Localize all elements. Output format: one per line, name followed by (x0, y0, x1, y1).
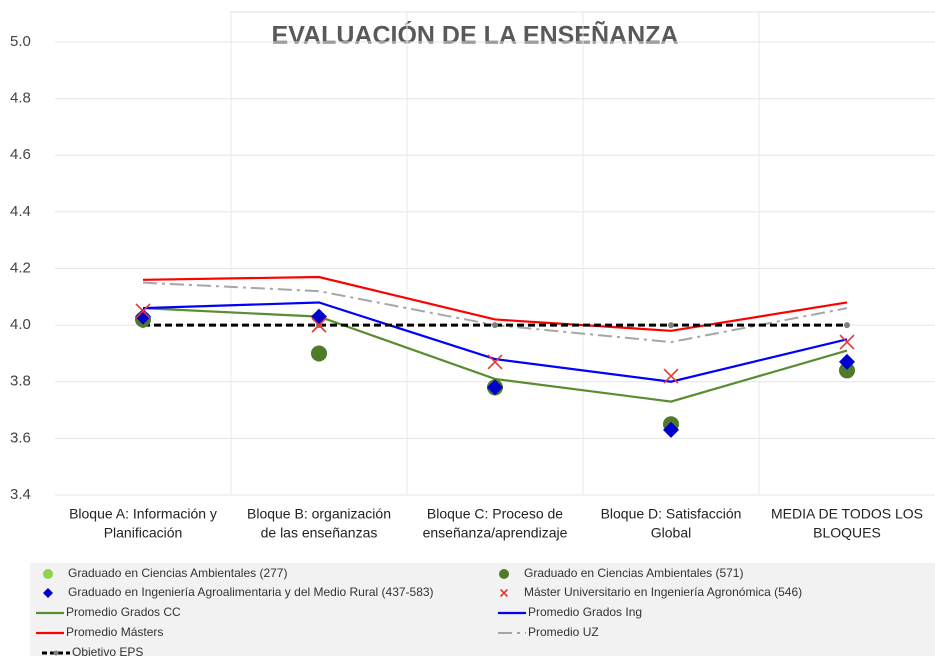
marker-x (663, 368, 679, 384)
marker-diamond (311, 308, 327, 325)
y-tick-label: 3.8 (10, 373, 31, 390)
marker-dot (53, 650, 59, 656)
legend-label: Promedio Grados CC (66, 605, 181, 619)
marker-dot (668, 322, 674, 329)
legend-item: Promedio Másters (36, 625, 163, 639)
legend-item: Promedio Grados Ing (498, 605, 642, 619)
legend-label: Máster Universitario en Ingeniería Agron… (524, 585, 802, 599)
legend-label: Promedio UZ (528, 625, 599, 639)
legend-label: Graduado en Ciencias Ambientales (277) (68, 566, 287, 580)
marker-x (839, 334, 855, 350)
marker-diamond (135, 308, 151, 325)
marker-x (499, 588, 509, 598)
series-line (142, 275, 848, 332)
x-tick-label: Bloque B: organización (247, 506, 391, 522)
x-tick-label: BLOQUES (813, 525, 881, 541)
legend-label: Promedio Másters (66, 625, 163, 639)
x-tick-label: MEDIA DE TODOS LOS (771, 506, 923, 522)
legend-item: Graduado en Ingeniería Agroalimentaria y… (43, 585, 434, 599)
marker-diamond (663, 421, 679, 438)
legend-label: Promedio Grados Ing (528, 605, 642, 619)
series-line (142, 301, 848, 383)
y-tick-label: 4.8 (10, 90, 31, 107)
legend-item: Graduado en Ciencias Ambientales (571) (499, 566, 743, 580)
series-line (142, 307, 848, 403)
y-tick-label: 5.0 (10, 33, 31, 50)
marker-dot (844, 322, 850, 329)
marker-circle (499, 569, 509, 579)
x-tick-label: Planificación (104, 525, 183, 541)
x-tick-label: Global (651, 525, 691, 541)
legend-item: Máster Universitario en Ingeniería Agron… (499, 585, 802, 599)
marker-x (135, 303, 151, 319)
legend-item: Graduado en Ciencias Ambientales (277) (43, 566, 287, 580)
y-tick-label: 4.2 (10, 259, 31, 276)
legend-item: Promedio Grados CC (36, 605, 181, 619)
marker-circle (839, 362, 855, 379)
x-tick-label: Bloque A: Información y (69, 506, 217, 522)
y-tick-label: 3.6 (10, 429, 31, 446)
marker-x (487, 354, 503, 370)
x-tick-label: enseñanza/aprendizaje (423, 525, 568, 541)
y-tick-label: 4.4 (10, 203, 31, 220)
marker-circle (311, 345, 327, 362)
marker-diamond (487, 379, 503, 396)
y-tick-label: 3.4 (10, 486, 31, 503)
legend-label: Graduado en Ciencias Ambientales (571) (524, 566, 743, 580)
x-tick-label: de las enseñanzas (261, 525, 378, 541)
legend-label: Graduado en Ingeniería Agroalimentaria y… (68, 585, 434, 599)
chart-title: EVALUACIÓN DE LA ENSEÑANZA (272, 20, 679, 50)
marker-diamond (43, 588, 53, 598)
legend-label: Objetivo EPS (72, 645, 143, 656)
x-tick-label: Bloque D: Satisfacción (601, 506, 742, 522)
marker-dot (492, 322, 498, 329)
x-tick-label: Bloque C: Proceso de (427, 506, 563, 522)
y-tick-label: 4.6 (10, 146, 31, 163)
marker-diamond (839, 353, 855, 370)
y-tick-label: 4.0 (10, 316, 31, 333)
legend-item: Promedio UZ (498, 625, 599, 639)
legend-item: Objetivo EPS (42, 645, 143, 656)
marker-x (311, 317, 327, 333)
marker-circle (43, 569, 53, 579)
legend-background (30, 563, 935, 656)
